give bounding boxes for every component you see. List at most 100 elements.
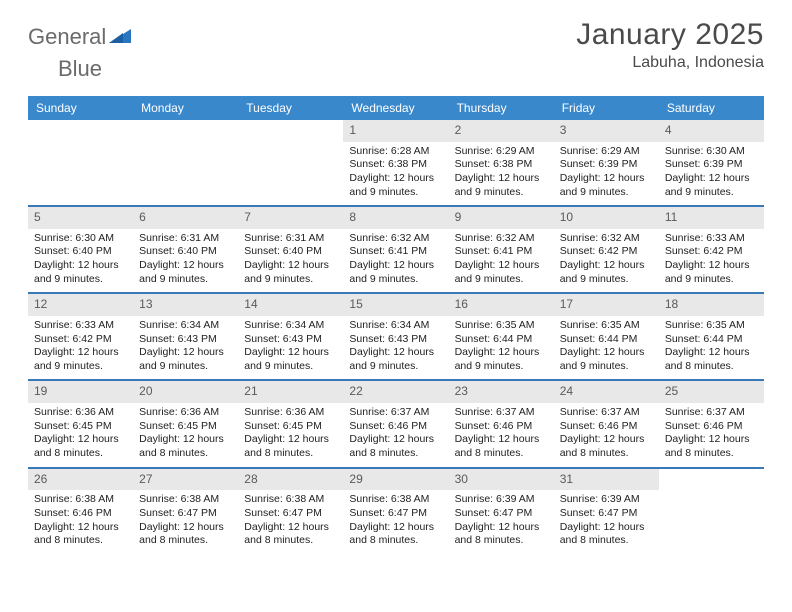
sunrise-text: Sunrise: 6:32 AM [455, 232, 548, 246]
day-number: 22 [343, 381, 448, 403]
sunrise-text: Sunrise: 6:31 AM [139, 232, 232, 246]
sunset-text: Sunset: 6:44 PM [665, 333, 758, 347]
weekday-header: Wednesday [343, 96, 448, 120]
sunrise-text: Sunrise: 6:38 AM [34, 493, 127, 507]
daylight-text: Daylight: 12 hours and 9 minutes. [349, 346, 442, 373]
weekday-header-row: SundayMondayTuesdayWednesdayThursdayFrid… [28, 96, 764, 120]
day-cell: 17Sunrise: 6:35 AMSunset: 6:44 PMDayligh… [554, 294, 659, 379]
daylight-text: Daylight: 12 hours and 9 minutes. [34, 346, 127, 373]
calendar-week: 26Sunrise: 6:38 AMSunset: 6:46 PMDayligh… [28, 469, 764, 554]
brand-triangle-icon [109, 27, 131, 48]
sunset-text: Sunset: 6:43 PM [139, 333, 232, 347]
daylight-text: Daylight: 12 hours and 8 minutes. [244, 521, 337, 548]
day-cell: 30Sunrise: 6:39 AMSunset: 6:47 PMDayligh… [449, 469, 554, 554]
daylight-text: Daylight: 12 hours and 9 minutes. [349, 259, 442, 286]
location-label: Labuha, Indonesia [576, 54, 764, 72]
daylight-text: Daylight: 12 hours and 9 minutes. [34, 259, 127, 286]
day-cell [133, 120, 238, 205]
sunrise-text: Sunrise: 6:32 AM [349, 232, 442, 246]
brand-logo: General [28, 18, 133, 50]
calendar-page: General January 2025 Labuha, Indonesia B… [0, 0, 792, 572]
daylight-text: Daylight: 12 hours and 9 minutes. [560, 259, 653, 286]
daylight-text: Daylight: 12 hours and 9 minutes. [139, 259, 232, 286]
day-cell [28, 120, 133, 205]
sunrise-text: Sunrise: 6:36 AM [244, 406, 337, 420]
sunset-text: Sunset: 6:41 PM [349, 245, 442, 259]
sunset-text: Sunset: 6:46 PM [665, 420, 758, 434]
brand-word-1: General [28, 24, 106, 50]
day-number: 31 [554, 469, 659, 491]
day-cell: 25Sunrise: 6:37 AMSunset: 6:46 PMDayligh… [659, 381, 764, 466]
sunrise-text: Sunrise: 6:28 AM [349, 145, 442, 159]
daylight-text: Daylight: 12 hours and 9 minutes. [560, 346, 653, 373]
calendar-week: 5Sunrise: 6:30 AMSunset: 6:40 PMDaylight… [28, 207, 764, 294]
day-number: 9 [449, 207, 554, 229]
sunrise-text: Sunrise: 6:34 AM [244, 319, 337, 333]
daylight-text: Daylight: 12 hours and 8 minutes. [560, 521, 653, 548]
sunset-text: Sunset: 6:47 PM [244, 507, 337, 521]
day-cell: 24Sunrise: 6:37 AMSunset: 6:46 PMDayligh… [554, 381, 659, 466]
day-cell: 28Sunrise: 6:38 AMSunset: 6:47 PMDayligh… [238, 469, 343, 554]
sunset-text: Sunset: 6:42 PM [665, 245, 758, 259]
day-cell: 18Sunrise: 6:35 AMSunset: 6:44 PMDayligh… [659, 294, 764, 379]
sunset-text: Sunset: 6:43 PM [349, 333, 442, 347]
day-number: 21 [238, 381, 343, 403]
day-cell: 22Sunrise: 6:37 AMSunset: 6:46 PMDayligh… [343, 381, 448, 466]
day-number: 23 [449, 381, 554, 403]
sunset-text: Sunset: 6:38 PM [455, 158, 548, 172]
sunrise-text: Sunrise: 6:33 AM [34, 319, 127, 333]
daylight-text: Daylight: 12 hours and 9 minutes. [455, 259, 548, 286]
day-number: 7 [238, 207, 343, 229]
day-cell: 8Sunrise: 6:32 AMSunset: 6:41 PMDaylight… [343, 207, 448, 292]
day-number: 4 [659, 120, 764, 142]
sunrise-text: Sunrise: 6:38 AM [139, 493, 232, 507]
day-cell: 5Sunrise: 6:30 AMSunset: 6:40 PMDaylight… [28, 207, 133, 292]
sunrise-text: Sunrise: 6:39 AM [560, 493, 653, 507]
daylight-text: Daylight: 12 hours and 8 minutes. [139, 433, 232, 460]
day-cell: 3Sunrise: 6:29 AMSunset: 6:39 PMDaylight… [554, 120, 659, 205]
daylight-text: Daylight: 12 hours and 9 minutes. [665, 259, 758, 286]
weekday-header: Friday [554, 96, 659, 120]
sunrise-text: Sunrise: 6:37 AM [665, 406, 758, 420]
day-number: 10 [554, 207, 659, 229]
day-cell: 6Sunrise: 6:31 AMSunset: 6:40 PMDaylight… [133, 207, 238, 292]
day-cell: 23Sunrise: 6:37 AMSunset: 6:46 PMDayligh… [449, 381, 554, 466]
day-number: 30 [449, 469, 554, 491]
day-number: 19 [28, 381, 133, 403]
day-number: 14 [238, 294, 343, 316]
day-cell: 9 Sunrise: 6:32 AMSunset: 6:41 PMDaylight… [449, 207, 554, 292]
weekday-header: Saturday [659, 96, 764, 120]
sunrise-text: Sunrise: 6:30 AM [665, 145, 758, 159]
sunrise-text: Sunrise: 6:35 AM [455, 319, 548, 333]
daylight-text: Daylight: 12 hours and 8 minutes. [139, 521, 232, 548]
sunset-text: Sunset: 6:47 PM [349, 507, 442, 521]
daylight-text: Daylight: 12 hours and 9 minutes. [455, 172, 548, 199]
day-cell: 1Sunrise: 6:28 AMSunset: 6:38 PMDaylight… [343, 120, 448, 205]
sunrise-text: Sunrise: 6:37 AM [455, 406, 548, 420]
sunset-text: Sunset: 6:46 PM [349, 420, 442, 434]
daylight-text: Daylight: 12 hours and 9 minutes. [455, 346, 548, 373]
title-block: January 2025 Labuha, Indonesia [576, 18, 764, 72]
daylight-text: Daylight: 12 hours and 8 minutes. [34, 521, 127, 548]
daylight-text: Daylight: 12 hours and 9 minutes. [665, 172, 758, 199]
weekday-header: Tuesday [238, 96, 343, 120]
day-cell: 10Sunrise: 6:32 AMSunset: 6:42 PMDayligh… [554, 207, 659, 292]
day-cell: 14Sunrise: 6:34 AMSunset: 6:43 PMDayligh… [238, 294, 343, 379]
day-number: 29 [343, 469, 448, 491]
sunset-text: Sunset: 6:46 PM [34, 507, 127, 521]
weekday-header: Sunday [28, 96, 133, 120]
daylight-text: Daylight: 12 hours and 8 minutes. [34, 433, 127, 460]
daylight-text: Daylight: 12 hours and 8 minutes. [349, 521, 442, 548]
daylight-text: Daylight: 12 hours and 9 minutes. [139, 346, 232, 373]
sunset-text: Sunset: 6:44 PM [560, 333, 653, 347]
day-cell: 27Sunrise: 6:38 AMSunset: 6:47 PMDayligh… [133, 469, 238, 554]
sunrise-text: Sunrise: 6:33 AM [665, 232, 758, 246]
sunset-text: Sunset: 6:47 PM [560, 507, 653, 521]
day-cell [659, 469, 764, 554]
calendar-week: 12Sunrise: 6:33 AMSunset: 6:42 PMDayligh… [28, 294, 764, 381]
sunset-text: Sunset: 6:41 PM [455, 245, 548, 259]
sunrise-text: Sunrise: 6:37 AM [349, 406, 442, 420]
sunrise-text: Sunrise: 6:38 AM [244, 493, 337, 507]
day-cell: 4Sunrise: 6:30 AMSunset: 6:39 PMDaylight… [659, 120, 764, 205]
day-number: 20 [133, 381, 238, 403]
